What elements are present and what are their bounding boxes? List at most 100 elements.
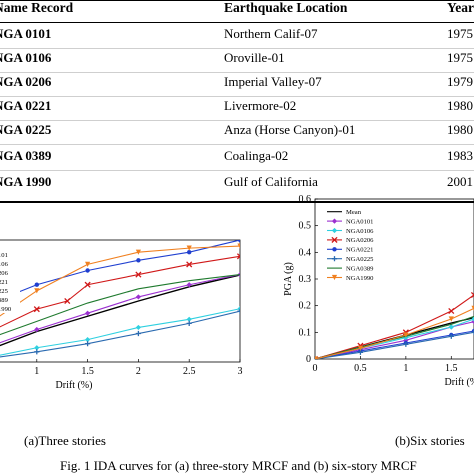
cell-year: 1975: [447, 26, 473, 41]
legend-label: 101: [0, 252, 8, 259]
data-point: [471, 329, 474, 335]
cell-location: Gulf of California: [224, 174, 318, 189]
table-row-divider: [0, 96, 474, 97]
data-point: [448, 316, 454, 322]
x-axis-label: Drift (%): [445, 377, 474, 388]
data-point: [470, 291, 474, 299]
legend-label: Mean: [346, 209, 362, 216]
data-point: [84, 281, 91, 288]
x-tick-label: 1.5: [445, 363, 458, 374]
earthquake-records-table: Name Record Earthquake Location Year NGA…: [0, 0, 474, 205]
series-1990: [0, 243, 240, 317]
data-point: [186, 261, 193, 268]
data-point: [331, 256, 338, 262]
y-tick-label: 0.5: [299, 221, 312, 232]
legend-label: 389: [0, 297, 9, 304]
series-206: [0, 253, 240, 328]
table-row-divider: [0, 72, 474, 73]
table-header-rule: [0, 22, 474, 23]
subcaption-b: (b)Six stories: [395, 433, 465, 448]
data-point: [136, 258, 141, 263]
data-point: [85, 341, 91, 347]
data-point: [34, 288, 40, 294]
legend-label: NGA0221: [346, 247, 373, 254]
chart-b-axes: 0 0.5 1 1.5 0 0.1 0.2 0.3 0.4 0.5 0.6 Drift (%) PGA …: [283, 194, 474, 388]
y-tick-label: 0.1: [299, 327, 312, 338]
data-point: [332, 247, 337, 252]
x-tick-label: 2.5: [183, 366, 196, 377]
cell-name-record: NGA 0101: [0, 26, 52, 41]
cell-year: 2001: [447, 174, 473, 189]
cell-name-record: NGA 0206: [0, 74, 52, 89]
data-point: [34, 326, 40, 333]
header-name-record: Name Record: [0, 0, 74, 15]
x-tick-label: 0: [313, 363, 318, 374]
cell-name-record: NGA 0221: [0, 98, 52, 113]
y-tick-label: 0: [306, 354, 311, 365]
cell-location: Livermore-02: [224, 98, 297, 113]
data-point: [403, 332, 409, 338]
data-point: [186, 320, 192, 326]
data-point: [135, 330, 141, 337]
data-point: [236, 253, 240, 260]
chart-b-series: [315, 291, 474, 359]
data-point: [135, 324, 141, 331]
legend-label: 206: [0, 270, 9, 277]
table-row-divider: [0, 144, 474, 145]
cell-year: 1980: [447, 98, 473, 113]
legend-label: NGA0225: [346, 256, 374, 263]
header-earthquake-location: Earthquake Location: [224, 0, 348, 15]
series-clip-group: [315, 291, 474, 359]
table-row-divider: [0, 170, 474, 171]
data-point: [187, 250, 192, 255]
legend-box: [0, 246, 20, 313]
data-point: [448, 324, 454, 330]
x-tick-label: 1: [403, 363, 408, 374]
data-point: [85, 268, 90, 273]
data-point: [135, 249, 141, 255]
cell-location: Coalinga-02: [224, 148, 289, 163]
data-point: [237, 308, 240, 314]
data-point: [237, 243, 240, 249]
series-101: [0, 271, 240, 344]
y-tick-label: 0.3: [299, 274, 312, 285]
data-point: [85, 310, 91, 316]
y-tick-label: 0.2: [299, 301, 312, 312]
data-point: [448, 333, 454, 339]
y-axis-label: PGA (g): [283, 262, 294, 296]
data-point: [34, 349, 40, 355]
chart-a-series: [0, 240, 240, 358]
cell-name-record: NGA 0389: [0, 148, 52, 163]
legend-label: 106: [0, 261, 9, 268]
data-point: [448, 307, 455, 315]
legend-label: NGA0106: [346, 228, 374, 235]
subcaption-a: (a)Three stories: [24, 433, 106, 448]
series-221: [0, 240, 240, 301]
table-bottom-rule: [0, 201, 474, 203]
plot-frame: [0, 239, 241, 363]
data-point: [186, 245, 192, 251]
chart-a-legend: 101 106 206 221 225 389 1990: [0, 246, 20, 313]
data-point: [357, 345, 364, 351]
legend-label: 221: [0, 279, 8, 286]
data-point: [135, 271, 142, 278]
series-nga1990: [315, 305, 474, 359]
cell-name-record: NGA 0106: [0, 50, 52, 65]
data-point: [403, 341, 409, 347]
legend-label: NGA0389: [346, 265, 374, 272]
legend-label: NGA0206: [346, 237, 374, 244]
legend-label: 1990: [0, 306, 12, 313]
cell-year: 1979: [447, 74, 473, 89]
series-line: [0, 274, 240, 336]
data-point: [135, 294, 141, 300]
series-line: [0, 310, 240, 358]
chart-three-stories: 1 1.5 2 2.5 3 Drift (%) 101 106 206 221 225 389 199…: [0, 239, 243, 391]
x-tick-label: 1: [34, 366, 39, 377]
series-nga0221: [315, 328, 474, 359]
chart-b-legend: Mean NGA0101 NGA0106 NGA0206 NGA0221 NGA0225 N…: [324, 203, 382, 283]
data-point: [64, 297, 71, 305]
cell-location: Oroville-01: [224, 50, 285, 65]
figure-caption: Fig. 1 IDA curves for (a) three-story MR…: [60, 458, 417, 473]
data-point: [315, 356, 318, 359]
data-point: [33, 306, 40, 313]
